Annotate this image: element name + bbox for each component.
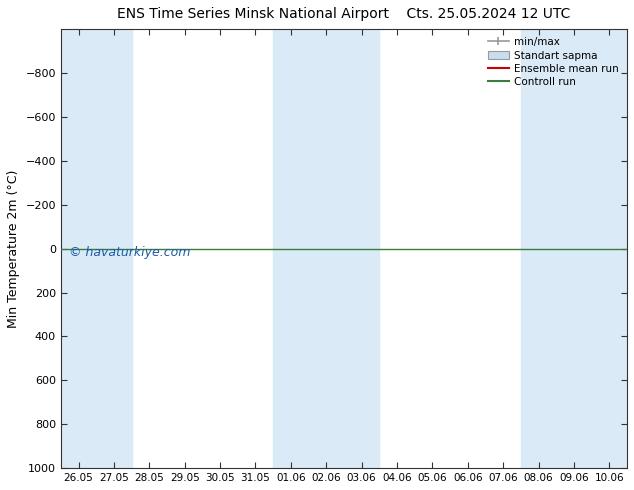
- Bar: [61, 29, 96, 468]
- Text: © havaturkiye.com: © havaturkiye.com: [69, 246, 191, 259]
- Legend: min/max, Standart sapma, Ensemble mean run, Controll run: min/max, Standart sapma, Ensemble mean r…: [485, 34, 622, 90]
- Bar: [556, 29, 592, 468]
- Bar: [273, 29, 309, 468]
- Y-axis label: Min Temperature 2m (°C): Min Temperature 2m (°C): [7, 170, 20, 328]
- Title: ENS Time Series Minsk National Airport    Cts. 25.05.2024 12 UTC: ENS Time Series Minsk National Airport C…: [117, 7, 571, 21]
- Bar: [309, 29, 344, 468]
- Bar: [344, 29, 379, 468]
- Bar: [592, 29, 627, 468]
- Bar: [521, 29, 556, 468]
- Bar: [96, 29, 132, 468]
